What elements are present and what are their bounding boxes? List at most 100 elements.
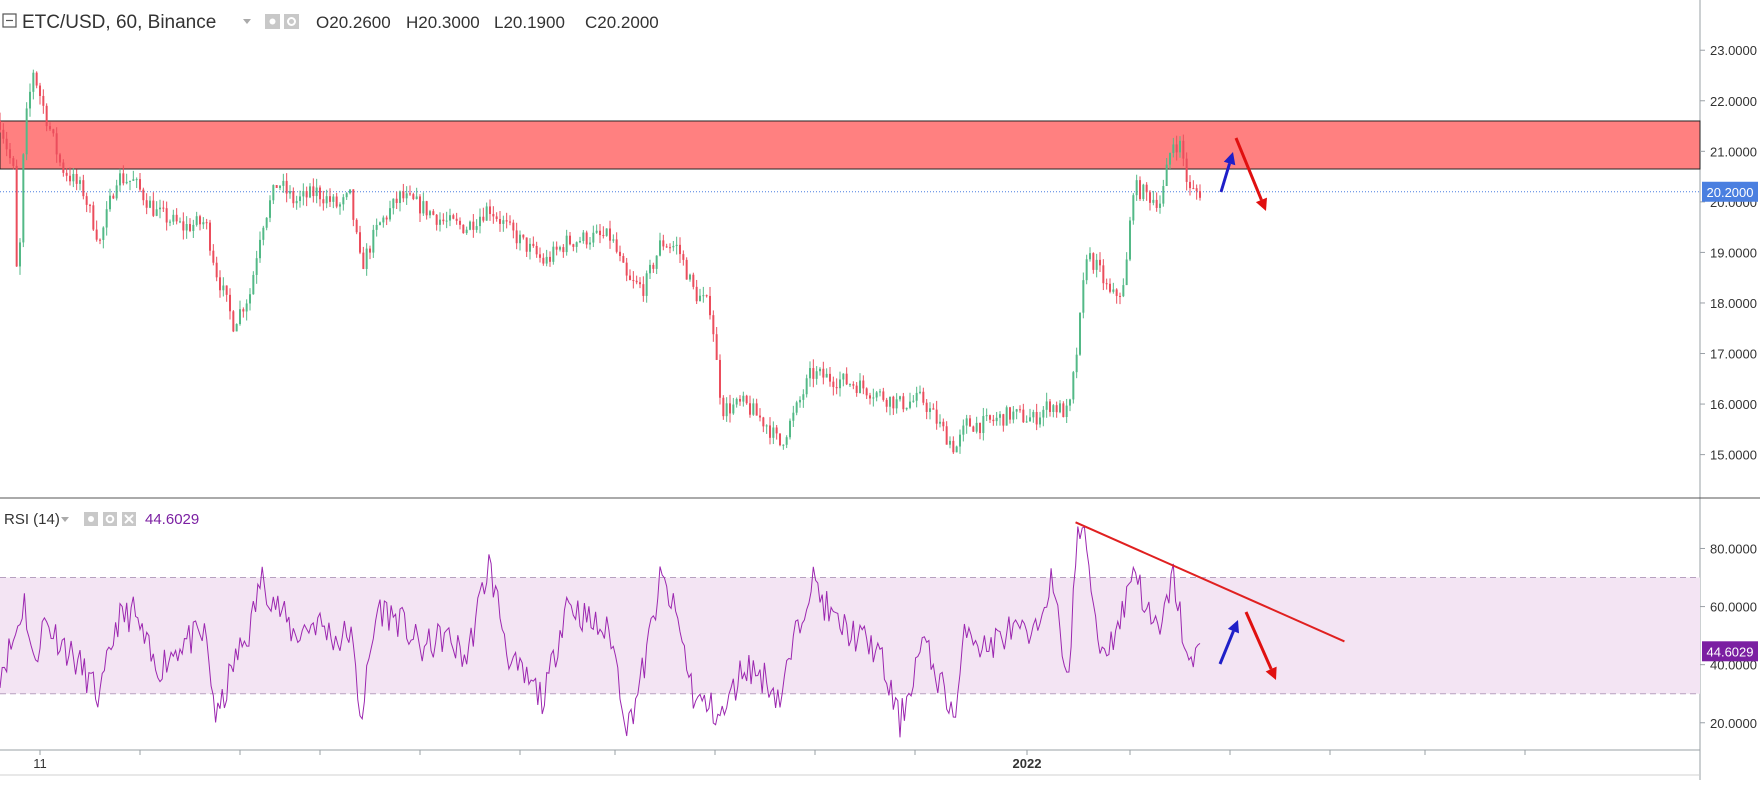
candle [595, 224, 598, 234]
candle [99, 238, 101, 245]
candle [689, 273, 691, 282]
candle [662, 234, 665, 251]
candle [939, 414, 941, 428]
settings-icon[interactable] [284, 14, 299, 29]
candle [659, 232, 661, 257]
candle [232, 310, 235, 333]
candle [929, 402, 931, 420]
candle [445, 211, 448, 229]
candle [492, 206, 495, 224]
candle [105, 201, 108, 236]
candle [969, 414, 971, 427]
candle [59, 152, 61, 167]
candle [295, 195, 298, 210]
candle [42, 89, 45, 114]
candle [899, 395, 901, 402]
low-value: 20.1900 [503, 13, 564, 32]
candle [735, 397, 738, 408]
candle [82, 174, 85, 200]
candle [435, 213, 438, 231]
candle [902, 392, 905, 413]
candle [262, 225, 265, 246]
collapse-icon[interactable] [2, 13, 17, 28]
candle [915, 386, 918, 408]
candle [282, 173, 285, 193]
last-price-label: 20.2000 [1707, 185, 1754, 200]
candle [405, 186, 408, 205]
candle [322, 190, 325, 211]
candle [672, 240, 675, 252]
resistance-zone[interactable] [0, 120, 1701, 170]
price-down-arrow[interactable] [1234, 137, 1267, 211]
rsi-down-arrow[interactable] [1244, 611, 1277, 680]
candle [1005, 405, 1008, 426]
candle [1035, 403, 1038, 431]
candle [385, 215, 388, 226]
svg-text:H20.3000: H20.3000 [406, 13, 480, 32]
candle [509, 215, 511, 226]
candle [22, 153, 25, 248]
candle [599, 224, 601, 244]
candle [392, 198, 395, 215]
candle [269, 195, 271, 223]
candle [449, 208, 451, 227]
candle [932, 403, 935, 410]
candle [1002, 413, 1005, 432]
rsi-tick-label: 80.0000 [1710, 541, 1757, 556]
rsi-settings-icon[interactable] [103, 512, 117, 526]
candle [842, 373, 845, 387]
candle [252, 271, 255, 295]
candle [292, 187, 295, 208]
candle [892, 395, 895, 415]
rsi-up-arrow[interactable] [1218, 620, 1240, 665]
candle [495, 212, 498, 222]
candle [815, 366, 818, 385]
candle [399, 190, 401, 212]
candle [935, 400, 938, 430]
candle [712, 310, 715, 342]
candle [1122, 278, 1125, 298]
candle [1082, 272, 1085, 319]
candle [1072, 370, 1075, 404]
rsi-dropdown-icon[interactable] [61, 517, 69, 522]
candle [75, 169, 78, 191]
candle [192, 219, 195, 238]
candle [482, 207, 485, 223]
dropdown-icon[interactable] [243, 19, 251, 24]
high-label: H [406, 13, 418, 32]
candle [979, 422, 981, 440]
candle [355, 218, 358, 235]
candle [469, 220, 471, 231]
candle [859, 373, 861, 394]
candle [135, 177, 138, 189]
candle [15, 159, 18, 267]
candle [905, 407, 908, 411]
candle [782, 444, 785, 450]
candle [1189, 175, 1191, 196]
candle [1179, 136, 1181, 158]
candle [925, 399, 928, 420]
open-value: 20.2600 [329, 13, 390, 32]
candle [759, 408, 761, 422]
candle [182, 212, 185, 240]
price-up-arrow[interactable] [1219, 152, 1236, 193]
candle [52, 128, 55, 137]
candle [342, 194, 345, 211]
svg-text:L20.1900: L20.1900 [494, 13, 565, 32]
price-tick-label: 15.0000 [1710, 448, 1757, 463]
annotation-arrows[interactable] [1218, 137, 1277, 680]
candle [29, 83, 31, 117]
candle [582, 230, 585, 244]
candle [205, 218, 208, 230]
rsi-trendline[interactable] [1075, 521, 1345, 643]
candle [245, 299, 248, 321]
candle [869, 392, 871, 405]
candle [845, 367, 848, 386]
candle [2, 123, 5, 144]
candle [382, 215, 385, 228]
candle [249, 288, 251, 311]
candle [752, 398, 755, 416]
candle [729, 394, 731, 423]
candle [639, 277, 641, 289]
